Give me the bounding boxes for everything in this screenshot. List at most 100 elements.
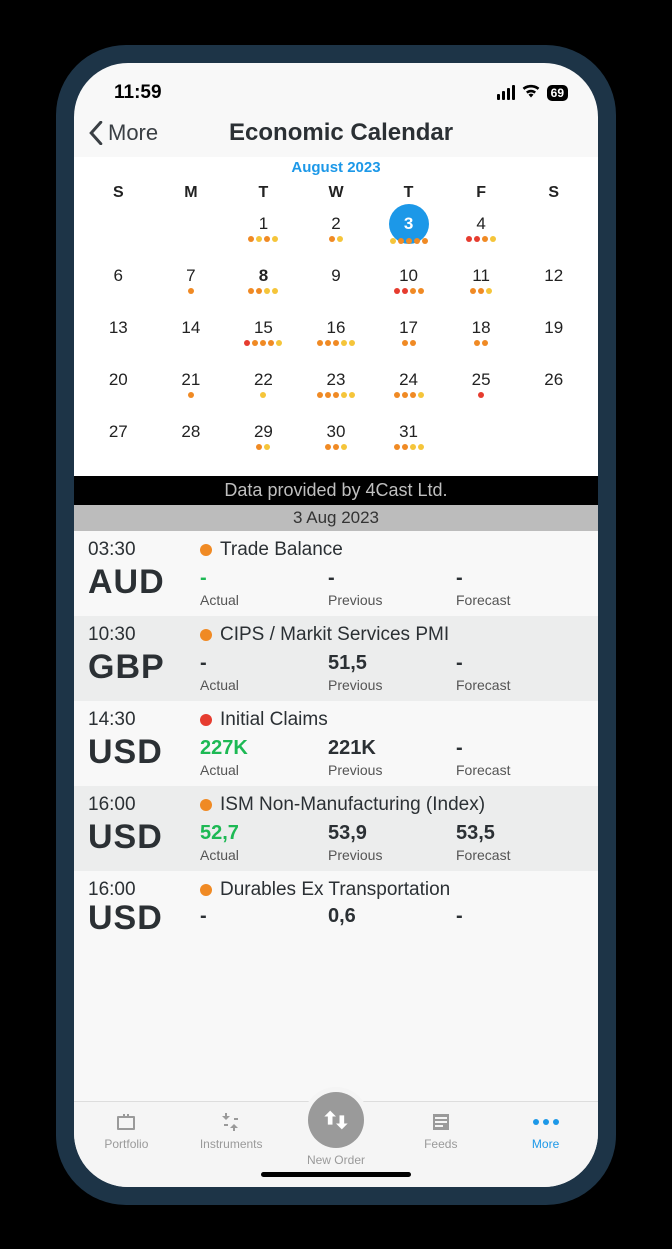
- calendar-day[interactable]: 31: [372, 414, 445, 466]
- calendar-weekday: F: [445, 180, 518, 206]
- event-previous-value: 53,9: [328, 822, 456, 845]
- calendar-day[interactable]: 14: [155, 310, 228, 362]
- calendar-day[interactable]: 4: [445, 206, 518, 258]
- importance-dot: [200, 544, 212, 556]
- calendar-day[interactable]: 28: [155, 414, 228, 466]
- event-row[interactable]: 16:00USDISM Non-Manufacturing (Index)52,…: [74, 786, 598, 871]
- calendar-day[interactable]: 21: [155, 362, 228, 414]
- briefcase-icon: [112, 1110, 140, 1134]
- exchange-icon: [217, 1110, 245, 1134]
- tab-label: Portfolio: [104, 1137, 148, 1151]
- event-currency: USD: [88, 818, 200, 857]
- event-time: 10:30: [88, 624, 200, 646]
- calendar-day[interactable]: 25: [445, 362, 518, 414]
- swap-icon: [322, 1106, 350, 1134]
- calendar-day[interactable]: 2: [300, 206, 373, 258]
- calendar-day[interactable]: 15: [227, 310, 300, 362]
- importance-dot: [200, 714, 212, 726]
- event-previous-value: -: [328, 567, 456, 590]
- new-order-button[interactable]: [308, 1092, 364, 1148]
- screen: 11:59 69 More Economic Calendar August 2…: [74, 63, 598, 1187]
- event-title: Trade Balance: [220, 539, 343, 561]
- event-currency: AUD: [88, 563, 200, 602]
- calendar-day[interactable]: 6: [82, 258, 155, 310]
- tab-new-order[interactable]: New Order: [296, 1110, 376, 1167]
- event-actual-value: 52,7: [200, 822, 328, 845]
- tab-label: New Order: [307, 1153, 365, 1167]
- importance-dot: [200, 629, 212, 641]
- status-time: 11:59: [114, 82, 162, 104]
- calendar-day[interactable]: 18: [445, 310, 518, 362]
- event-title: Initial Claims: [220, 709, 328, 731]
- calendar-day[interactable]: 9: [300, 258, 373, 310]
- calendar-day[interactable]: 30: [300, 414, 373, 466]
- event-actual-value: -: [200, 905, 328, 928]
- event-previous-label: Previous: [328, 847, 456, 863]
- calendar-day: [517, 206, 590, 258]
- tab-feeds[interactable]: Feeds: [401, 1110, 481, 1151]
- event-title: ISM Non-Manufacturing (Index): [220, 794, 485, 816]
- calendar-day[interactable]: 3: [372, 206, 445, 258]
- calendar-day[interactable]: 19: [517, 310, 590, 362]
- calendar-day[interactable]: 29: [227, 414, 300, 466]
- event-actual-label: Actual: [200, 762, 328, 778]
- status-bar: 11:59 69: [74, 63, 598, 113]
- event-actual-value: -: [200, 652, 328, 675]
- tab-portfolio[interactable]: Portfolio: [86, 1110, 166, 1151]
- calendar-day[interactable]: 8: [227, 258, 300, 310]
- calendar-day[interactable]: 27: [82, 414, 155, 466]
- event-row[interactable]: 16:00USDDurables Ex Transportation-0,6-: [74, 871, 598, 946]
- selected-date-label: 3 Aug 2023: [74, 505, 598, 531]
- calendar-day[interactable]: 17: [372, 310, 445, 362]
- event-actual-value: -: [200, 567, 328, 590]
- event-forecast-value: -: [456, 652, 584, 675]
- event-previous-label: Previous: [328, 592, 456, 608]
- event-forecast-label: Forecast: [456, 592, 584, 608]
- importance-dot: [200, 799, 212, 811]
- calendar-day[interactable]: 13: [82, 310, 155, 362]
- feed-icon: [427, 1110, 455, 1134]
- tab-instruments[interactable]: Instruments: [191, 1110, 271, 1151]
- event-title: Durables Ex Transportation: [220, 879, 450, 901]
- importance-dot: [200, 884, 212, 896]
- events-list[interactable]: 03:30AUDTrade Balance-Actual-Previous-Fo…: [74, 531, 598, 1101]
- page-title: Economic Calendar: [98, 119, 584, 147]
- calendar-day: [445, 414, 518, 466]
- more-icon: [533, 1110, 559, 1134]
- tab-label: Instruments: [200, 1137, 263, 1151]
- event-actual-label: Actual: [200, 847, 328, 863]
- calendar-day[interactable]: 20: [82, 362, 155, 414]
- wifi-icon: [521, 82, 541, 104]
- tab-label: More: [532, 1137, 559, 1151]
- event-forecast-value: 53,5: [456, 822, 584, 845]
- event-row[interactable]: 14:30USDInitial Claims227KActual221KPrev…: [74, 701, 598, 786]
- calendar-day[interactable]: 23: [300, 362, 373, 414]
- event-currency: USD: [88, 899, 200, 938]
- calendar-day[interactable]: 1: [227, 206, 300, 258]
- tab-bar: Portfolio Instruments New Order Feeds Mo…: [74, 1101, 598, 1187]
- calendar-day[interactable]: 12: [517, 258, 590, 310]
- nav-header: More Economic Calendar: [74, 113, 598, 157]
- data-provider-label: Data provided by 4Cast Ltd.: [74, 476, 598, 505]
- event-forecast-value: -: [456, 567, 584, 590]
- event-actual-label: Actual: [200, 677, 328, 693]
- event-row[interactable]: 03:30AUDTrade Balance-Actual-Previous-Fo…: [74, 531, 598, 616]
- event-title: CIPS / Markit Services PMI: [220, 624, 449, 646]
- event-previous-label: Previous: [328, 762, 456, 778]
- calendar-day[interactable]: 24: [372, 362, 445, 414]
- calendar-grid: SMTWTFS123467891011121314151617181920212…: [82, 180, 590, 466]
- event-forecast-value: -: [456, 905, 584, 928]
- event-time: 14:30: [88, 709, 200, 731]
- calendar-day[interactable]: 26: [517, 362, 590, 414]
- calendar-day[interactable]: 16: [300, 310, 373, 362]
- calendar-weekday: W: [300, 180, 373, 206]
- event-row[interactable]: 10:30GBPCIPS / Markit Services PMI-Actua…: [74, 616, 598, 701]
- event-previous-value: 0,6: [328, 905, 456, 928]
- calendar-day[interactable]: 11: [445, 258, 518, 310]
- signal-icon: [497, 85, 515, 100]
- calendar-day[interactable]: 10: [372, 258, 445, 310]
- calendar-day[interactable]: 7: [155, 258, 228, 310]
- calendar-day[interactable]: 22: [227, 362, 300, 414]
- home-indicator[interactable]: [261, 1172, 411, 1177]
- tab-more[interactable]: More: [506, 1110, 586, 1151]
